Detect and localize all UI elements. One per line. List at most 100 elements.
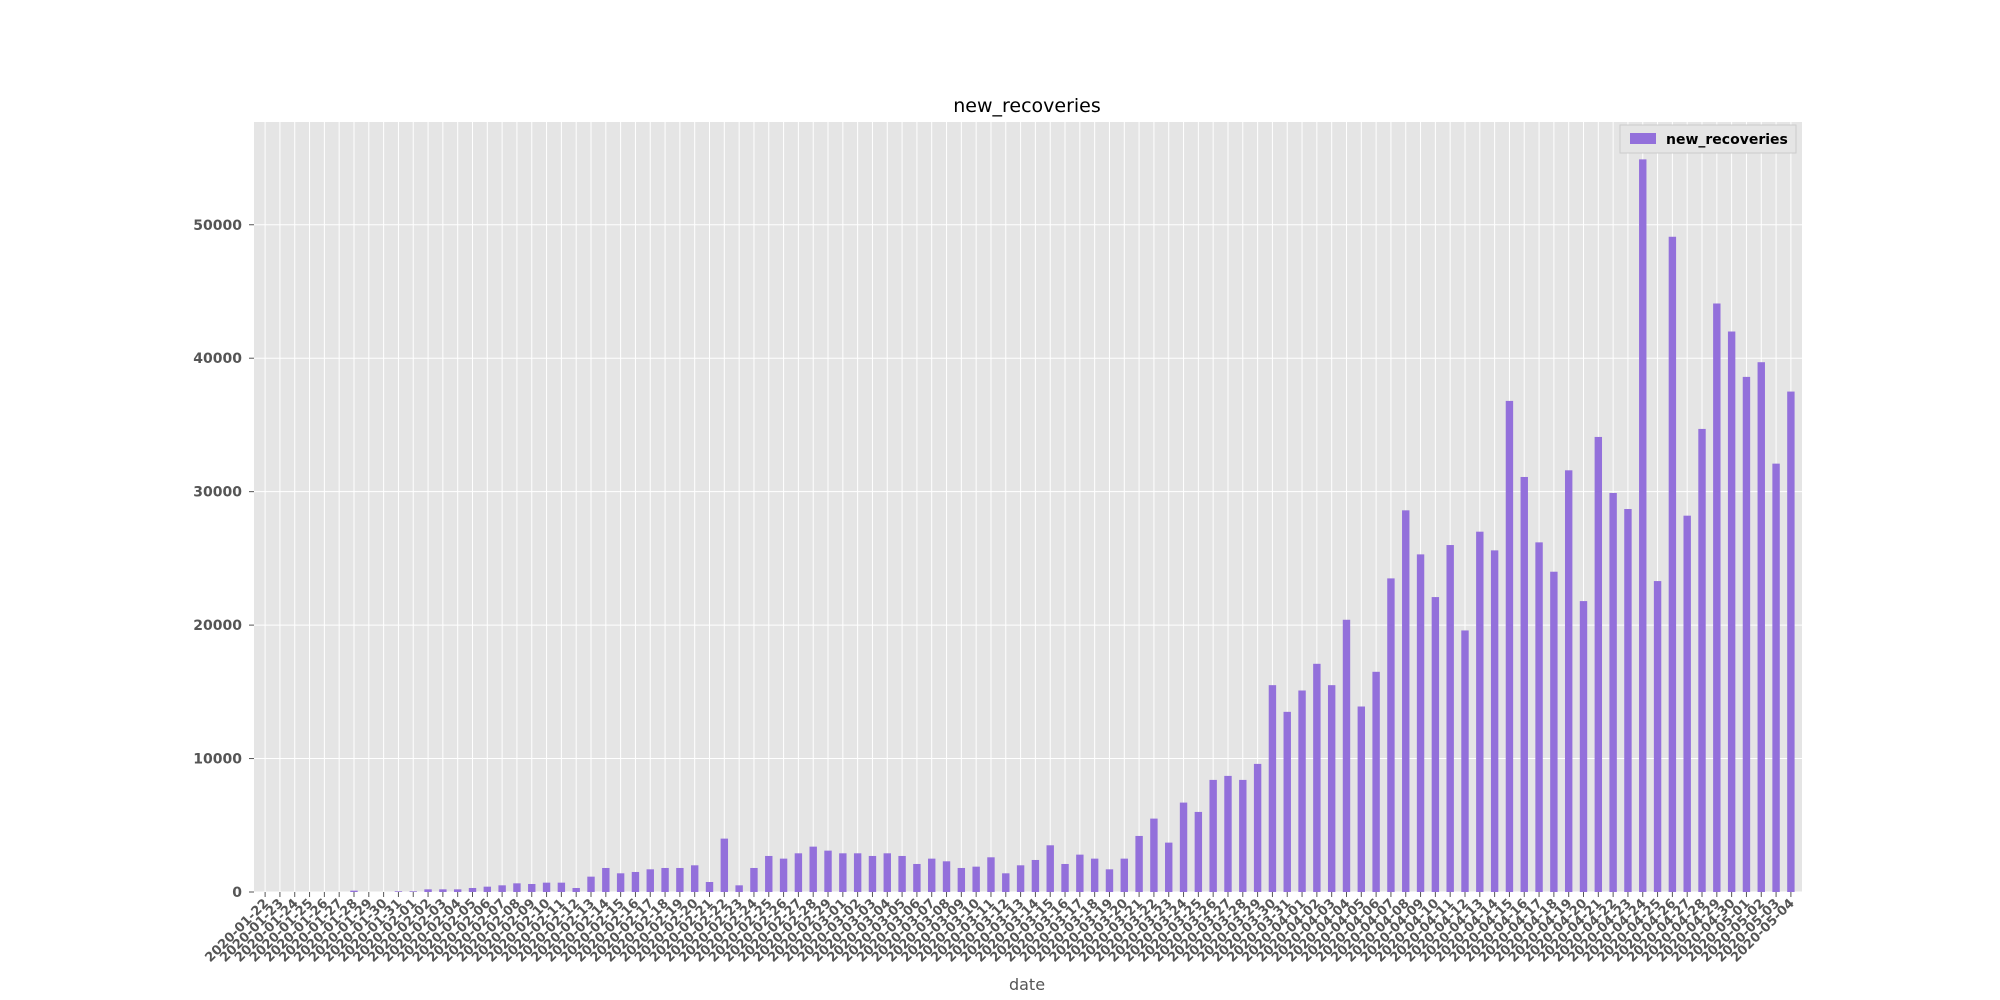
chart-title: new_recoveries <box>953 95 1101 117</box>
bar <box>1698 428 1706 892</box>
bar <box>661 867 669 892</box>
bar <box>1016 865 1025 892</box>
bar <box>1624 509 1632 892</box>
bar <box>898 855 906 892</box>
bar <box>779 858 788 892</box>
bar <box>350 890 358 892</box>
bar <box>1357 706 1366 892</box>
bar <box>942 861 951 892</box>
bar <box>853 853 862 892</box>
y-tick-label: 50000 <box>193 218 242 234</box>
bar <box>1787 391 1795 892</box>
bar <box>1505 400 1514 892</box>
bar <box>957 867 966 892</box>
bar <box>765 855 773 892</box>
bar <box>1031 859 1040 892</box>
bar <box>1135 835 1143 892</box>
y-axis: 0 10000 20000 30000 40000 50000 <box>193 218 254 901</box>
y-tick-label: 10000 <box>193 752 242 768</box>
y-tick-label: 0 <box>232 885 242 901</box>
bar <box>1653 581 1662 892</box>
bar <box>483 886 492 892</box>
bar <box>1090 858 1099 892</box>
bar <box>1564 470 1573 892</box>
bar <box>1639 159 1647 893</box>
bar <box>883 853 891 892</box>
bar <box>1105 869 1114 892</box>
bar <box>424 889 432 892</box>
bar <box>913 863 921 892</box>
bar <box>557 882 566 892</box>
bar <box>1579 601 1588 892</box>
bar <box>1757 362 1765 892</box>
bar <box>824 850 832 892</box>
bar <box>839 853 847 892</box>
bar <box>1298 690 1306 892</box>
bar <box>1268 685 1277 892</box>
bar <box>1713 303 1721 892</box>
bar <box>631 871 640 892</box>
bar <box>1476 531 1484 892</box>
bar <box>1550 571 1558 892</box>
plot-area <box>254 122 1802 892</box>
bar <box>453 889 462 892</box>
bar <box>394 891 403 892</box>
bar <box>972 866 980 892</box>
bar <box>1076 854 1084 892</box>
bar <box>1194 811 1203 892</box>
bar <box>1416 554 1425 892</box>
bar <box>1120 858 1128 892</box>
bar <box>794 853 803 892</box>
bar <box>602 867 610 892</box>
bar <box>513 883 521 892</box>
bar <box>1535 542 1543 892</box>
bar <box>1253 763 1262 892</box>
legend-swatch <box>1630 133 1656 144</box>
bar <box>676 867 684 892</box>
bar <box>646 869 654 892</box>
bar <box>1342 619 1351 892</box>
bar <box>1150 818 1158 892</box>
bar <box>542 882 551 892</box>
bar <box>868 855 877 892</box>
bar <box>1313 663 1321 892</box>
y-tick-label: 30000 <box>193 485 242 501</box>
bar <box>1594 436 1603 892</box>
bar <box>1165 842 1173 892</box>
x-axis-label: date <box>1009 975 1045 994</box>
bar <box>1387 578 1395 892</box>
bar <box>705 881 714 892</box>
bar <box>1209 779 1217 892</box>
x-axis: 2020-01-222020-01-232020-01-242020-01-25… <box>203 892 1798 966</box>
bar <box>1742 376 1751 893</box>
bar <box>735 885 743 892</box>
bar <box>809 846 817 892</box>
bars <box>350 159 1795 893</box>
gridlines <box>254 122 1802 893</box>
legend-label: new_recoveries <box>1666 132 1788 148</box>
bar <box>1520 476 1528 892</box>
bar <box>1668 236 1677 892</box>
bar <box>528 883 536 892</box>
bar <box>1461 630 1469 892</box>
bar <box>1002 873 1010 892</box>
bar <box>498 885 506 892</box>
bar <box>1327 685 1336 892</box>
bar <box>1402 510 1410 892</box>
bar <box>1179 802 1188 892</box>
bar <box>1061 863 1069 892</box>
bar <box>1431 597 1440 892</box>
bar <box>750 867 758 892</box>
bar <box>468 887 477 892</box>
bar <box>1609 492 1617 892</box>
bar <box>987 857 995 892</box>
bar <box>1490 550 1499 892</box>
bar <box>690 865 699 892</box>
y-tick-label: 40000 <box>193 351 242 367</box>
bar <box>1046 845 1054 892</box>
bar <box>928 858 936 892</box>
bar <box>616 873 625 892</box>
bar <box>1372 671 1380 892</box>
bar <box>587 876 595 892</box>
